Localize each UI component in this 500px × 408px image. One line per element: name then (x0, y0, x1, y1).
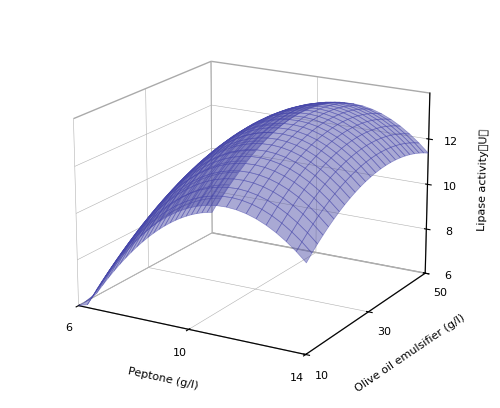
X-axis label: Peptone (g/l): Peptone (g/l) (128, 366, 200, 391)
Y-axis label: Olive oil emulsifier (g/l): Olive oil emulsifier (g/l) (354, 313, 467, 394)
